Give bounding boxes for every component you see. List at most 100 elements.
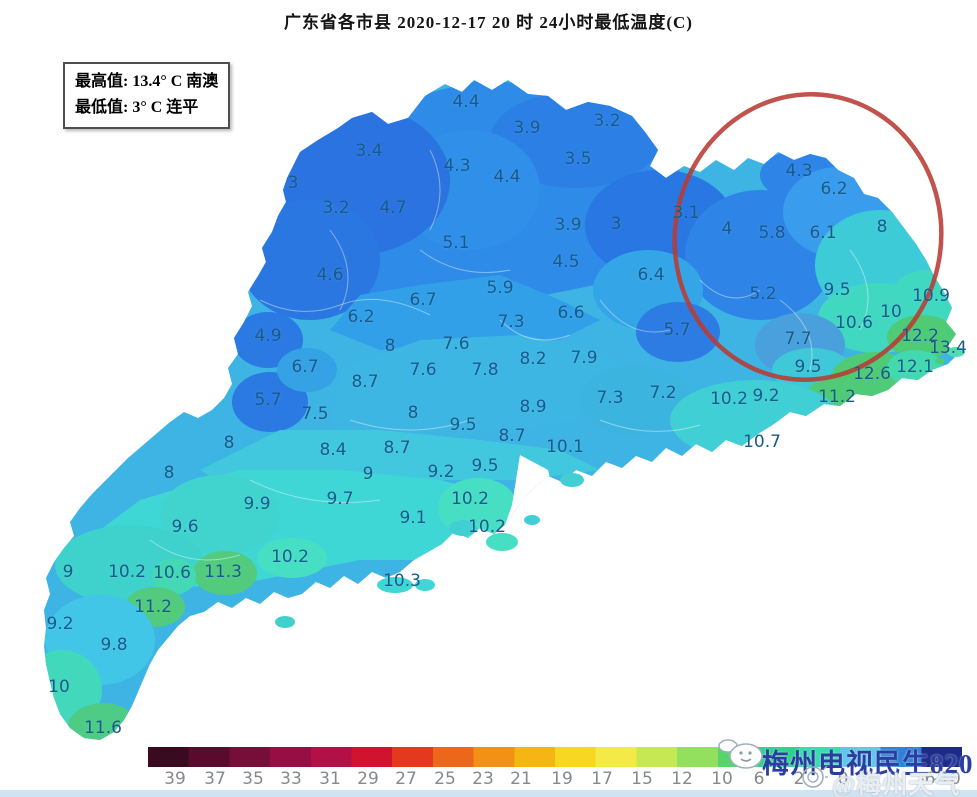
temp-label: 4.7 <box>379 198 407 218</box>
temp-label: 7.3 <box>497 312 525 332</box>
temp-label: 10.3 <box>383 571 421 591</box>
temp-label: 9.5 <box>823 280 851 300</box>
temp-label: 8.7 <box>383 438 411 458</box>
temp-label: 6.2 <box>820 179 848 199</box>
watermark-tv-text: 梅州电视民生820 <box>762 749 974 779</box>
temp-label: 10.2 <box>710 389 748 409</box>
max-value-line: 最高值: 13.4° C 南澳 <box>75 73 219 90</box>
colorbar-tick-label: 25 <box>434 769 456 789</box>
temp-label: 5.9 <box>486 278 514 298</box>
colorbar-tick-label: 33 <box>280 769 302 789</box>
temp-label: 9.7 <box>326 489 354 509</box>
stats-box: 最高值: 13.4° C 南澳 最低值: 3° C 连平 <box>63 62 231 129</box>
temp-label: 6.1 <box>809 223 837 243</box>
temp-label: 7.8 <box>471 360 499 380</box>
colorbar-tick-label: 15 <box>631 769 653 789</box>
county-borders <box>149 149 869 561</box>
temp-label: 8 <box>876 217 888 237</box>
temp-label: 10.2 <box>468 517 506 537</box>
temp-label: 7.6 <box>409 360 437 380</box>
temp-label: 6.4 <box>637 265 665 285</box>
temp-label: 9.8 <box>100 635 128 655</box>
temp-label: 10 <box>48 677 70 697</box>
temp-label: 8.7 <box>498 426 526 446</box>
temp-label: 6.2 <box>347 307 375 327</box>
colorbar-ticks: 39 37 35 33 31 29 27 25 23 21 19 17 15 12 10 6 2 0 -6 -10 <box>0 767 977 791</box>
colorbar-tick-label: 37 <box>204 769 226 789</box>
temp-label: 7.6 <box>442 334 470 354</box>
temp-label: 5.7 <box>663 320 691 340</box>
temp-label: 9.6 <box>171 517 199 537</box>
min-value-line: 最低值: 3° C 连平 <box>75 99 199 116</box>
temp-label: 7.5 <box>301 404 329 424</box>
islands <box>275 347 965 628</box>
temp-label: 10.6 <box>835 313 873 333</box>
colorbar-tick-label: 23 <box>472 769 494 789</box>
temp-label: 9.5 <box>471 456 499 476</box>
temp-label: 3.9 <box>513 118 541 138</box>
temp-label: 6.7 <box>409 290 437 310</box>
temp-label: 7.9 <box>570 348 598 368</box>
watermark-weibo-text: @梅州天气 <box>832 772 961 797</box>
colorbar-tick-label: 19 <box>551 769 573 789</box>
colorbar-tick-label: 10 <box>711 769 733 789</box>
colorbar-tick-label: 31 <box>319 769 341 789</box>
temp-label: 4.3 <box>785 161 813 181</box>
temp-label: 4.9 <box>254 326 282 346</box>
colorbar-tick-label: 39 <box>164 769 186 789</box>
colorbar-tick-label: 2 <box>793 769 805 789</box>
temp-label: 4.6 <box>316 265 344 285</box>
temp-label: 3.2 <box>322 198 350 218</box>
temp-label: 11.3 <box>204 562 242 582</box>
temp-label: 10.7 <box>743 432 781 452</box>
temp-label: 10.2 <box>271 547 309 567</box>
temp-label: 3.5 <box>564 149 592 169</box>
temp-label: 9.9 <box>243 494 271 514</box>
temp-label: 13.4 <box>929 338 967 358</box>
temp-label: 10.6 <box>153 563 191 583</box>
temp-label: 10.1 <box>546 437 584 457</box>
temp-label: 8 <box>223 433 235 453</box>
colorbar-tick-label: 35 <box>242 769 264 789</box>
temp-label: 10 <box>880 302 902 322</box>
temp-label: 8 <box>163 463 175 483</box>
temp-label: 5.2 <box>749 284 777 304</box>
temp-label: 12.1 <box>896 357 934 377</box>
colorbar-tick-label: -10 <box>933 769 961 789</box>
temp-label: 5.1 <box>442 233 470 253</box>
temp-label: 4.4 <box>452 92 480 112</box>
temp-label: 5.7 <box>254 390 282 410</box>
colorbar-tick-label: 21 <box>510 769 532 789</box>
colorbar-tick-label: -6 <box>918 769 936 789</box>
temp-label: 11.2 <box>134 597 172 617</box>
colorbar-tick-label: 29 <box>357 769 379 789</box>
temp-label: 12.2 <box>901 326 939 346</box>
colorbar-tick-label: 17 <box>591 769 613 789</box>
temp-label: 8 <box>407 403 419 423</box>
temp-label: 12.6 <box>853 364 891 384</box>
temp-label: 8.4 <box>319 440 347 460</box>
temp-label: 9.1 <box>399 508 427 528</box>
temp-label: 3 <box>287 173 299 193</box>
temp-label: 3.9 <box>554 215 582 235</box>
temp-label: 4.4 <box>493 167 521 187</box>
temp-label: 4 <box>721 219 733 239</box>
temp-label: 6.6 <box>557 303 585 323</box>
temp-label: 3.4 <box>355 141 383 161</box>
temp-label: 3 <box>610 214 622 234</box>
temp-label: 9 <box>62 562 74 582</box>
colorbar-tick-label: 12 <box>671 769 693 789</box>
spiral-emoji-icon <box>798 763 828 795</box>
temp-label: 4.3 <box>443 156 471 176</box>
temp-label: 6.7 <box>291 357 319 377</box>
temp-label: 10.2 <box>108 562 146 582</box>
temp-label: 9.2 <box>427 462 455 482</box>
page-title: 广东省各市县 2020-12-17 20 时 24小时最低温度(C) <box>284 13 693 32</box>
temp-label: 8.2 <box>519 349 547 369</box>
highlight-circle-annotation <box>672 92 944 382</box>
temp-label: 3.1 <box>672 203 700 223</box>
temp-label: 9.2 <box>46 614 74 634</box>
temp-label: 10.2 <box>451 489 489 509</box>
